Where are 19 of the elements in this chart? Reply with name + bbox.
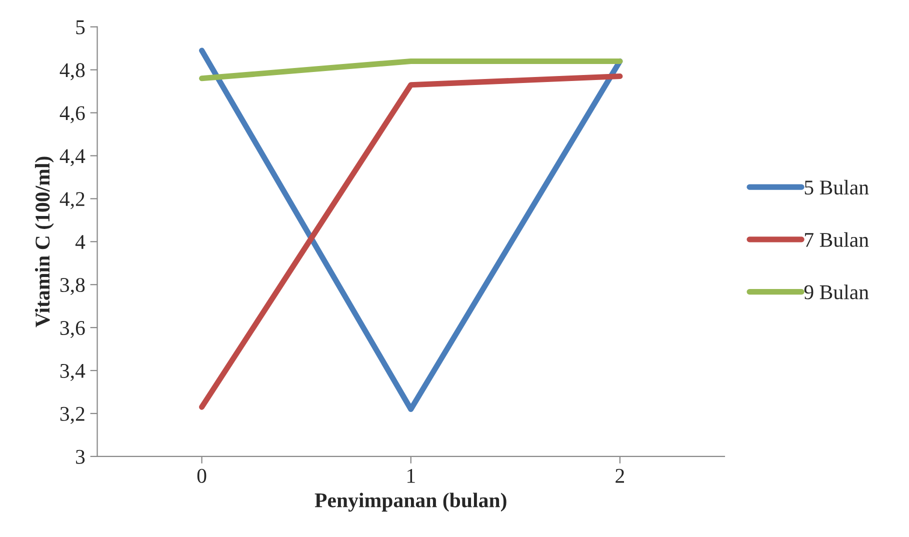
legend-label: 5 Bulan	[804, 180, 869, 195]
x-tick-label: 0	[197, 468, 206, 483]
y-axis-title: Vitamin C (100/ml)	[34, 156, 54, 328]
legend-label: 9 Bulan	[804, 284, 869, 300]
y-tick-label: 3,6	[60, 321, 85, 338]
y-tick-label: 4,4	[60, 149, 86, 166]
x-axis-title: Penyimpanan (bulan)	[314, 492, 506, 512]
y-tick-label: 5	[76, 20, 85, 34]
y-tick-label: 4,8	[60, 63, 85, 80]
y-tick-label: 3,4	[60, 364, 86, 381]
y-tick-label: 4,6	[60, 106, 85, 124]
y-tick-label: 3,2	[60, 406, 84, 424]
legend-label: 7 Bulan	[805, 232, 869, 247]
y-tick-label: 3	[76, 450, 85, 464]
y-tick-label: 4,2	[60, 192, 84, 210]
y-tick-label: 3,8	[60, 278, 85, 296]
y-tick-label: 4	[75, 235, 86, 249]
x-tick-label: 1	[407, 468, 415, 483]
x-tick-label: 2	[616, 468, 624, 483]
